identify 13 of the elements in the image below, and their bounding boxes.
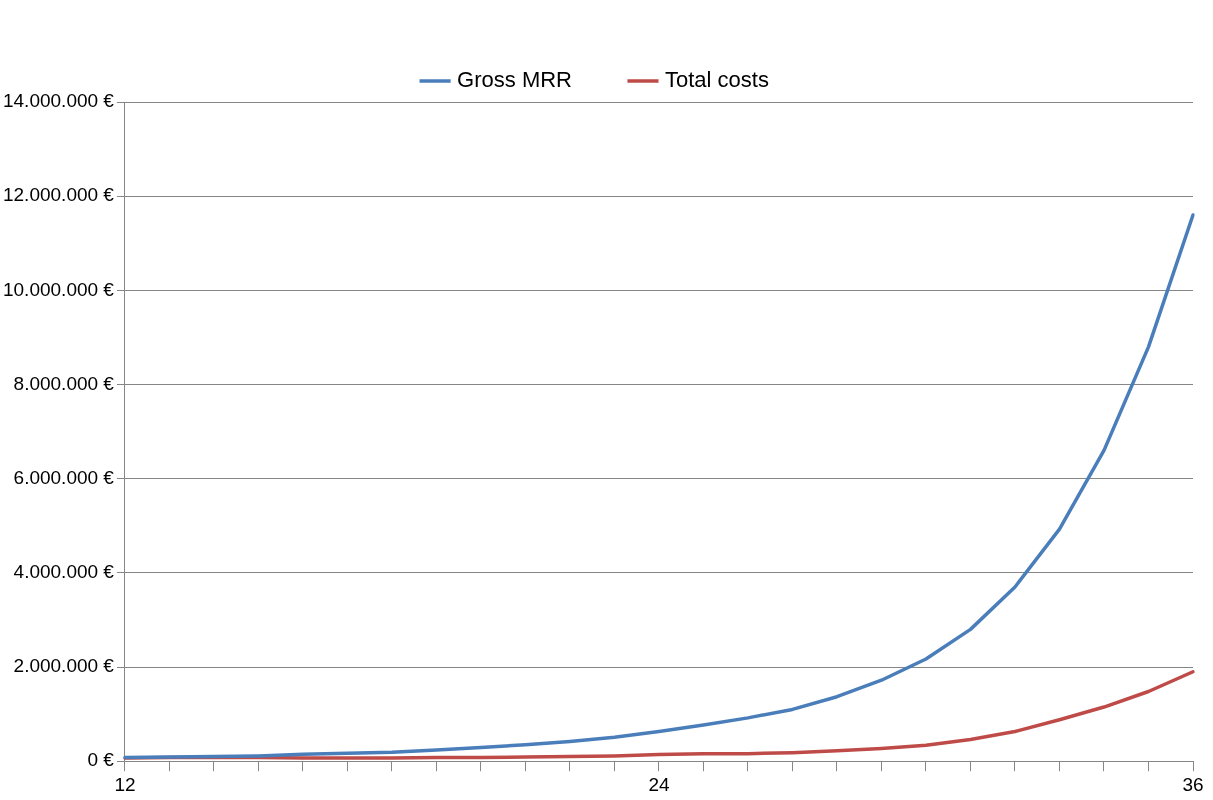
legend-label: Total costs (664, 67, 769, 93)
y-tick-label: 14.000.000 € (2, 90, 115, 112)
y-tick-label: 8.000.000 € (13, 372, 115, 394)
legend-label: Gross MRR (457, 67, 572, 93)
y-tick-label: 10.000.000 € (2, 278, 115, 300)
y-tick-label: 0 € (87, 749, 115, 771)
y-tick-label: 2.000.000 € (13, 655, 115, 677)
y-tick-label: 4.000.000 € (13, 561, 115, 583)
y-tick-label: 12.000.000 € (2, 184, 115, 206)
x-tick-label: 36 (1182, 773, 1204, 795)
x-tick-label: 24 (648, 773, 670, 795)
x-tick-label: 12 (114, 773, 136, 795)
y-tick-label: 6.000.000 € (13, 466, 115, 488)
